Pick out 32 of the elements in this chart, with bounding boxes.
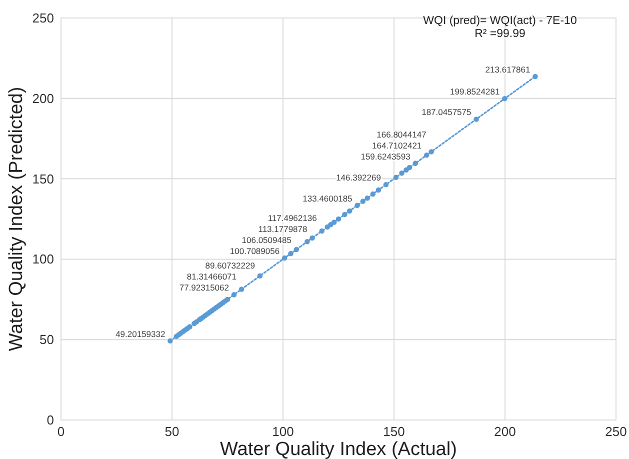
data-label: 49.20159332 xyxy=(116,328,166,339)
x-tick-label: 150 xyxy=(383,424,405,439)
data-label: 106.0509485 xyxy=(242,235,292,246)
x-tick-label: 250 xyxy=(605,424,627,439)
x-tick-label: 0 xyxy=(57,424,65,439)
data-label: 164.7102421 xyxy=(372,140,422,150)
y-tick-label: 250 xyxy=(32,10,54,26)
data-label: 113.1779878 xyxy=(258,224,308,234)
y-axis-title: Water Quality Index (Predicted) xyxy=(6,86,27,352)
annotation: R² =99.99 xyxy=(474,28,526,40)
data-label: 199.8524281 xyxy=(450,86,500,97)
data-label: 133.4600185 xyxy=(302,193,353,204)
annotation: WQI (pred)= WQI(act) - 7E-10 xyxy=(423,15,577,27)
y-tick-label: 200 xyxy=(32,90,54,106)
data-label: 187.0457575 xyxy=(422,107,472,118)
data-label: 213.617861 xyxy=(485,64,530,74)
data-label: 89.60732229 xyxy=(205,260,256,271)
data-label: 146.392269 xyxy=(336,172,382,183)
y-tick-label: 50 xyxy=(40,332,54,348)
y-tick-label: 150 xyxy=(32,171,54,186)
y-tick-label: 0 xyxy=(46,412,54,428)
data-label: 100.7089056 xyxy=(230,246,280,256)
data-label: 117.4962136 xyxy=(268,213,318,224)
data-label: 77.92315062 xyxy=(179,282,230,293)
x-axis-title: Water Quality Index (Actual) xyxy=(220,439,457,459)
y-tick-label: 100 xyxy=(32,252,54,267)
data-label: 166.8044147 xyxy=(376,129,427,140)
x-tick-label: 200 xyxy=(494,424,516,439)
x-tick-label: 50 xyxy=(164,424,180,439)
data-label: 159.6243593 xyxy=(360,151,411,162)
x-tick-label: 100 xyxy=(272,424,294,439)
data-label: 81.31466071 xyxy=(186,272,237,282)
